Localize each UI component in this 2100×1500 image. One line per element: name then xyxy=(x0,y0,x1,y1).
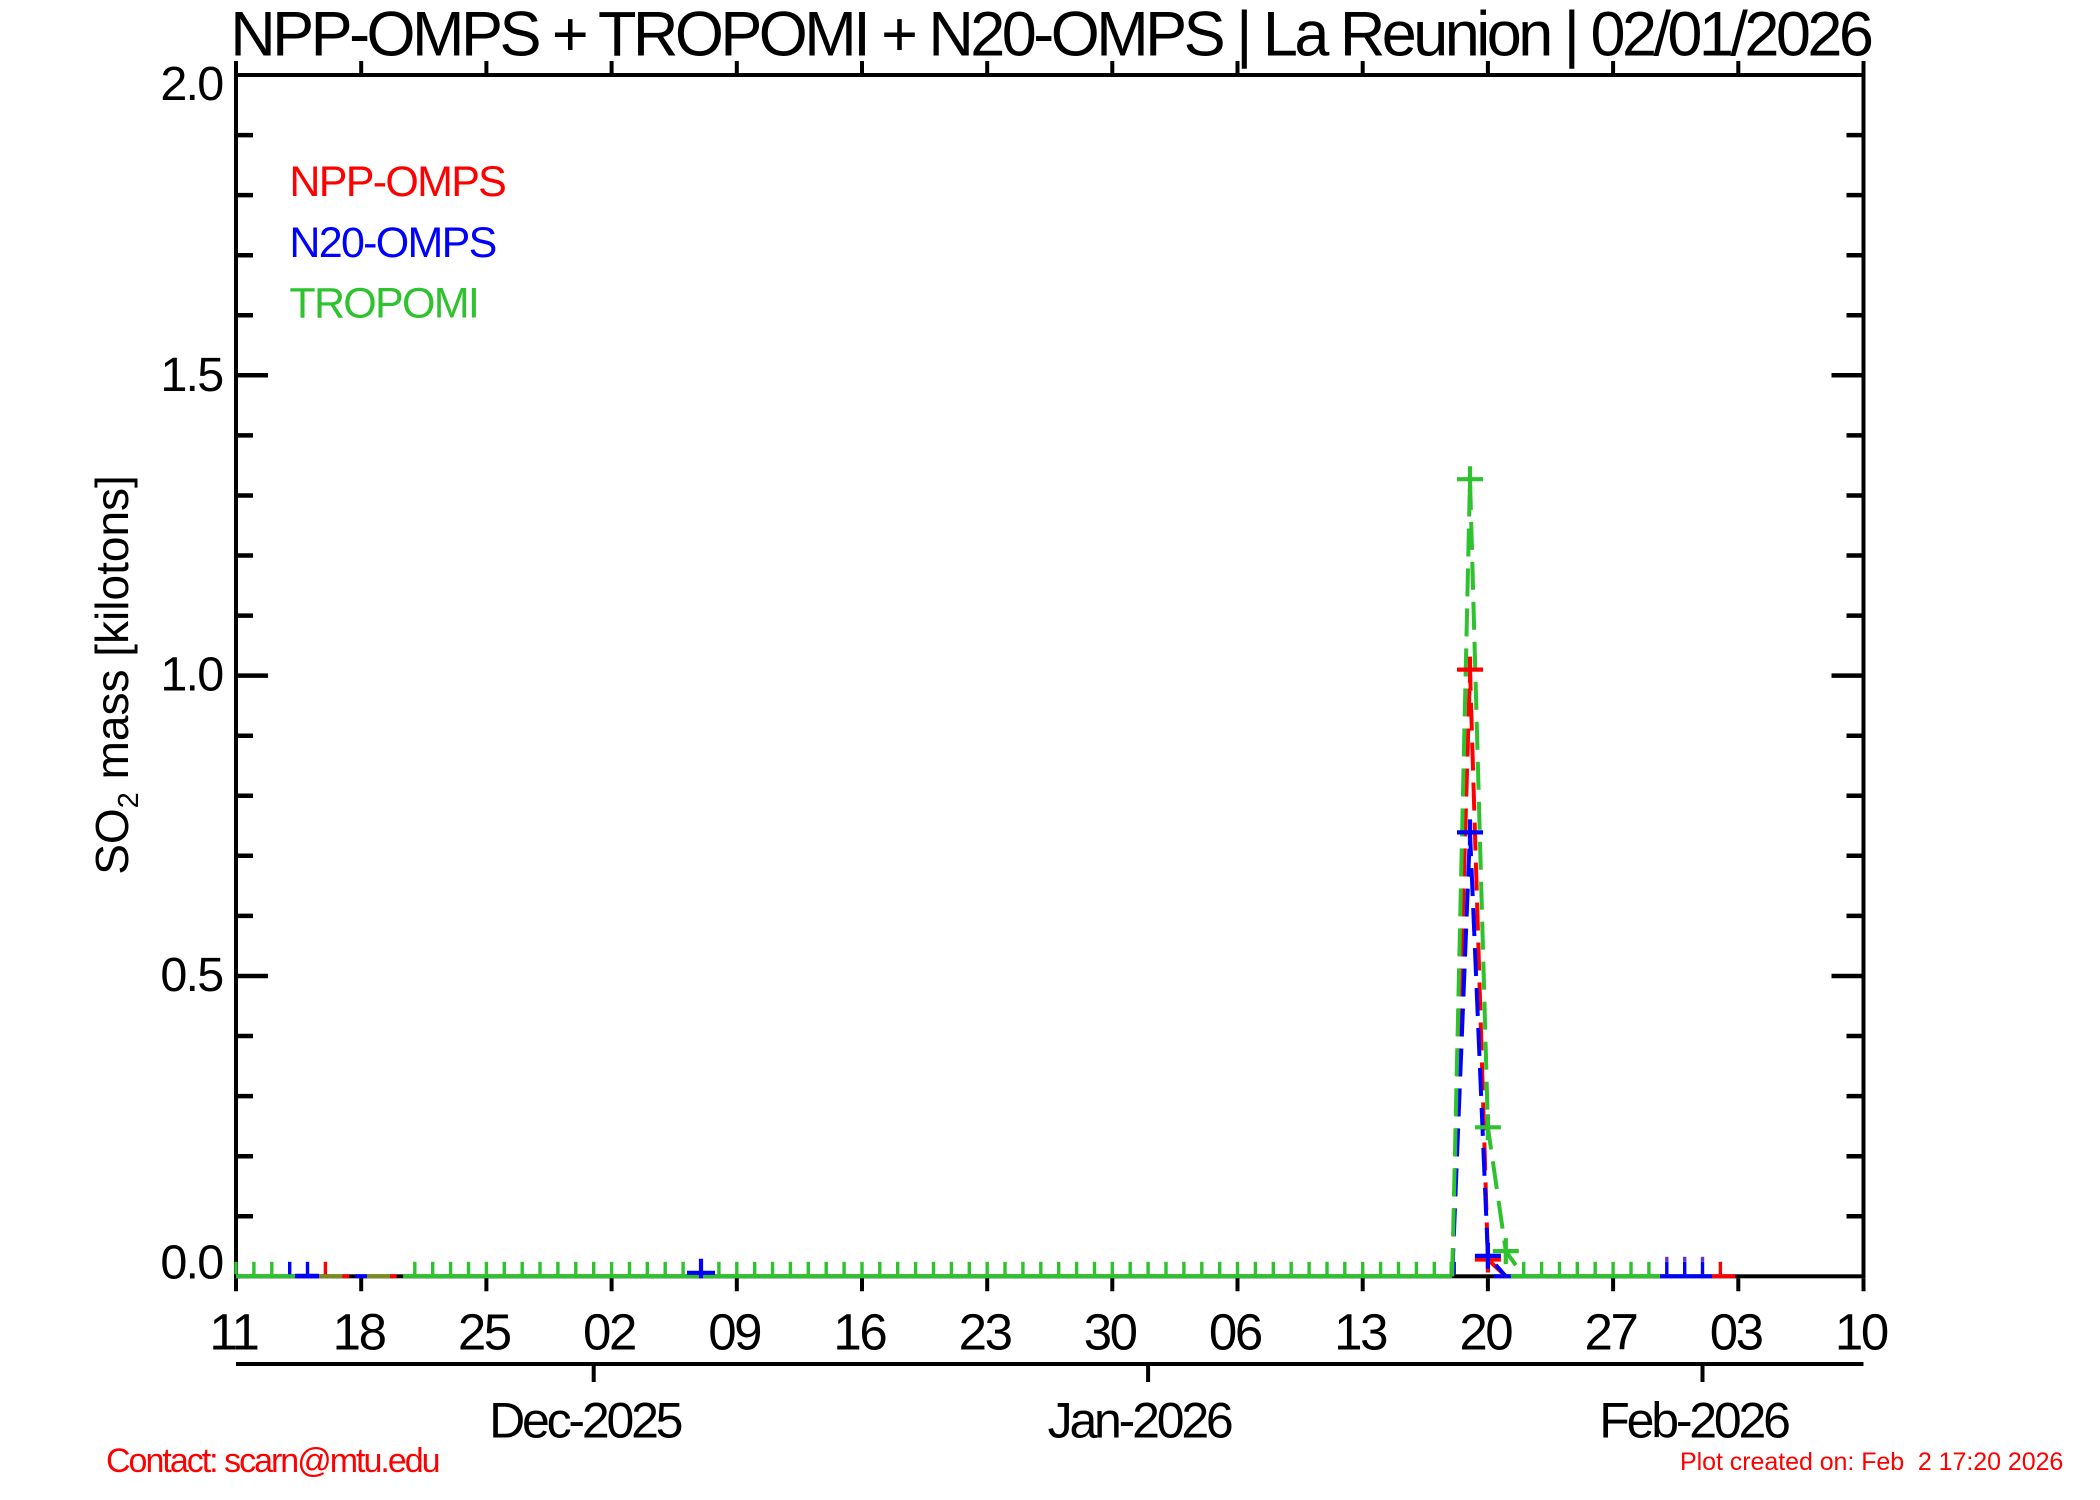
svg-text:0.5: 0.5 xyxy=(160,948,222,1002)
svg-text:13: 13 xyxy=(1334,1304,1387,1361)
svg-text:30: 30 xyxy=(1084,1304,1137,1361)
svg-text:16: 16 xyxy=(833,1304,886,1361)
svg-text:NPP-OMPS: NPP-OMPS xyxy=(289,158,505,206)
svg-text:1.0: 1.0 xyxy=(160,647,223,701)
svg-text:2.0: 2.0 xyxy=(160,57,223,111)
svg-text:TROPOMI: TROPOMI xyxy=(289,279,478,327)
svg-text:N20-OMPS: N20-OMPS xyxy=(289,219,495,267)
svg-text:0.0: 0.0 xyxy=(160,1236,223,1290)
svg-text:02: 02 xyxy=(583,1304,635,1361)
svg-text:06: 06 xyxy=(1209,1304,1262,1361)
svg-text:18: 18 xyxy=(333,1304,386,1361)
svg-text:23: 23 xyxy=(959,1304,1012,1361)
svg-text:Feb-2026: Feb-2026 xyxy=(1599,1393,1789,1449)
svg-text:10: 10 xyxy=(1835,1304,1888,1361)
svg-text:Contact: scarn@mtu.edu: Contact: scarn@mtu.edu xyxy=(106,1442,439,1480)
svg-text:Plot created on: Feb 2 17:20: Plot created on: Feb 2 17:20 2026 xyxy=(1680,1448,2063,1476)
svg-text:11: 11 xyxy=(209,1304,257,1361)
svg-text:20: 20 xyxy=(1459,1304,1512,1361)
svg-text:NPP-OMPS + TROPOMI + N20-OMPS: NPP-OMPS + TROPOMI + N20-OMPS | La Reuni… xyxy=(230,0,1872,70)
svg-text:27: 27 xyxy=(1585,1304,1637,1361)
svg-text:03: 03 xyxy=(1710,1304,1763,1361)
svg-text:Jan-2026: Jan-2026 xyxy=(1048,1393,1232,1449)
svg-text:Dec-2025: Dec-2025 xyxy=(489,1393,682,1449)
svg-text:SO2 mass [kilotons]: SO2 mass [kilotons] xyxy=(86,475,145,875)
svg-text:1.5: 1.5 xyxy=(160,348,222,402)
svg-text:25: 25 xyxy=(458,1304,511,1361)
svg-text:09: 09 xyxy=(708,1304,760,1361)
